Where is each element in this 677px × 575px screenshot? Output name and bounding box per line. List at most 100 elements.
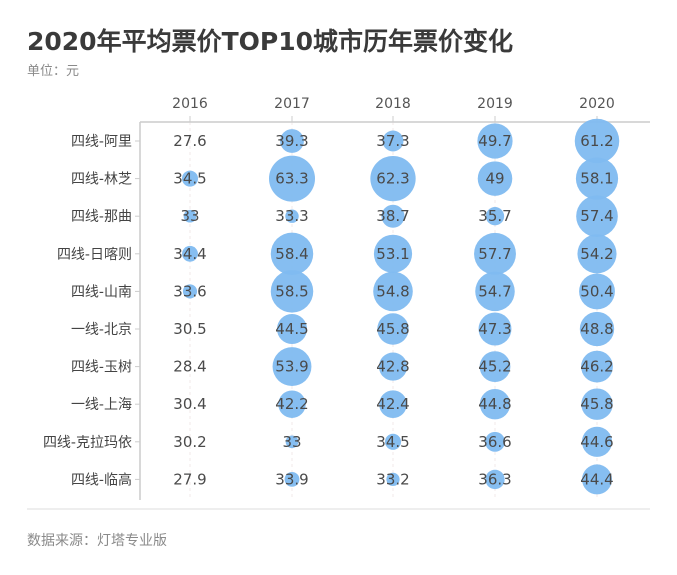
y-category-label: 四线-山南 (71, 284, 132, 300)
data-label: 28.4 (173, 358, 206, 376)
data-label: 39.3 (275, 132, 308, 150)
data-label: 42.8 (376, 358, 409, 376)
data-label: 45.2 (478, 358, 511, 376)
data-label: 34.4 (173, 245, 206, 263)
data-label: 36.3 (478, 470, 511, 488)
y-category-label: 四线-临高 (71, 471, 132, 488)
bubble (182, 284, 198, 299)
y-category-label: 一线-上海 (71, 397, 132, 413)
bubble (579, 311, 615, 347)
data-label: 27.9 (173, 470, 206, 488)
data-label: 44.5 (275, 320, 308, 338)
data-label: 44.4 (580, 470, 613, 488)
bubble (581, 388, 613, 420)
data-label: 34.5 (173, 170, 206, 188)
data-label: 27.6 (173, 132, 206, 150)
bubbles (181, 118, 620, 495)
data-label: 44.8 (478, 395, 511, 413)
y-category-label: 四线-玉树 (71, 360, 132, 376)
bubble (278, 390, 306, 418)
data-label: 53.1 (376, 245, 409, 263)
data-label: 46.2 (580, 358, 613, 376)
data-label: 62.3 (376, 170, 409, 188)
bubble (384, 433, 402, 450)
y-category-label: 一线-北京 (71, 322, 132, 338)
bubble (181, 170, 199, 187)
bubble (272, 347, 312, 387)
data-label: 49.7 (478, 132, 511, 150)
labels: 2016 2017 2018 2019 2020 四线-阿里四线-林芝四线-那曲四线-日喀… (43, 96, 615, 488)
data-label: 36.6 (478, 433, 511, 451)
x-tick-label: 2020 (579, 96, 615, 112)
bubble (485, 431, 505, 452)
bubble (479, 351, 511, 382)
x-tick-label: 2018 (375, 96, 411, 112)
data-label: 42.2 (275, 395, 308, 413)
data-label: 33.3 (275, 207, 308, 225)
bubble (475, 271, 515, 312)
bubble (377, 313, 409, 345)
data-label: 61.2 (580, 132, 613, 150)
data-label: 33 (282, 433, 301, 451)
bubble (579, 273, 615, 310)
y-category-label: 四线-林芝 (71, 172, 132, 188)
data-label: 47.3 (478, 320, 511, 338)
data-label: 34.5 (376, 433, 409, 451)
y-category-label: 四线-阿里 (71, 134, 132, 150)
bubble (370, 155, 416, 202)
bubble (183, 209, 197, 223)
data-label: 37.3 (376, 132, 409, 150)
bubble (577, 234, 617, 274)
bubble (270, 270, 314, 313)
chart-title: 2020年平均票价TOP10城市历年票价变化 (27, 27, 513, 56)
data-label: 50.4 (580, 282, 613, 300)
data-label: 33 (180, 207, 199, 225)
y-category-label: 四线-那曲 (71, 209, 132, 225)
data-label: 30.4 (173, 395, 206, 413)
data-label: 33.9 (275, 470, 308, 488)
bubble (285, 435, 299, 449)
bubble (477, 161, 513, 196)
bubble (379, 390, 407, 419)
data-label: 58.4 (275, 245, 308, 263)
data-label: 35.7 (478, 207, 511, 225)
data-label: 33.2 (376, 470, 409, 488)
x-tick-label: 2017 (274, 96, 310, 112)
bubble (479, 389, 511, 420)
data-label: 45.8 (376, 320, 409, 338)
bubble (477, 123, 513, 159)
data-source: 数据来源：灯塔专业版 (27, 533, 167, 549)
data-label: 57.4 (580, 207, 613, 225)
bubble (373, 271, 413, 312)
bubble (581, 426, 613, 457)
bubble (581, 350, 613, 383)
bubble (382, 130, 404, 152)
data-label: 58.5 (275, 282, 308, 300)
data-label: 42.4 (376, 395, 409, 413)
bubble (276, 313, 308, 345)
data-label: 54.2 (580, 245, 613, 263)
data-label: 30.5 (173, 320, 206, 338)
data-label: 49 (485, 170, 504, 188)
bubble (381, 204, 405, 228)
bubble (574, 118, 620, 164)
x-tick-label: 2019 (477, 96, 513, 112)
unit-label: 单位：元 (27, 64, 80, 79)
data-label: 33.6 (173, 282, 206, 300)
bubble (378, 352, 408, 381)
data-label: 54.8 (376, 282, 409, 300)
data-label: 44.6 (580, 433, 613, 451)
bubble (280, 129, 304, 153)
data-label: 38.7 (376, 207, 409, 225)
y-category-label: 四线-克拉玛依 (43, 435, 132, 451)
data-label: 45.8 (580, 395, 613, 413)
bubble (182, 245, 198, 262)
bubble (269, 155, 315, 202)
axes (27, 116, 650, 510)
data-label: 63.3 (275, 170, 308, 188)
data-label: 58.1 (580, 170, 613, 188)
data-label: 53.9 (275, 358, 308, 376)
bubble (474, 232, 516, 275)
bubble (576, 195, 618, 238)
